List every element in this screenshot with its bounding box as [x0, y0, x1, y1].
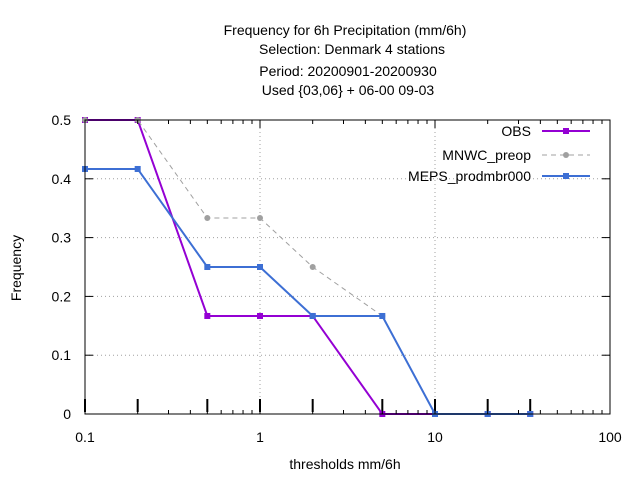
- y-tick-label: 0.5: [52, 112, 72, 128]
- meps-prodmbr000-point: [134, 165, 141, 172]
- y-tick-label: 0.4: [52, 171, 72, 187]
- legend-item-mnwc-preop: MNWC_preop: [442, 147, 590, 163]
- legend-label-mnwc-preop: MNWC_preop: [442, 147, 531, 163]
- x-tick-label: 1: [256, 429, 264, 445]
- legend: OBS MNWC_preop MEPS_prodmbr000: [408, 123, 590, 184]
- threshold-markers: [84, 399, 532, 412]
- meps-prodmbr000-point: [379, 312, 386, 319]
- y-tick-label: 0: [63, 406, 71, 422]
- series-mnwc-preop: [82, 117, 386, 319]
- legend-label-meps-prodmbr000: MEPS_prodmbr000: [408, 168, 531, 184]
- meps-prodmbr000-point: [257, 264, 263, 270]
- meps-prodmbr000-line: [85, 167, 531, 415]
- obs-point: [204, 312, 211, 319]
- legend-item-obs: OBS: [501, 123, 590, 139]
- legend-obs-point: [563, 128, 569, 134]
- y-axis-label: Frequency: [8, 235, 24, 301]
- chart-title: Frequency for 6h Precipitation (mm/6h) S…: [224, 22, 467, 98]
- legend-label-obs: OBS: [501, 123, 531, 139]
- obs-line: [85, 119, 531, 415]
- meps-prodmbr000-point: [204, 264, 211, 270]
- series-meps-prodmbr000: [82, 165, 534, 417]
- title-line-2: Selection: Denmark 4 stations: [259, 41, 445, 57]
- y-tick-label: 0.1: [52, 347, 72, 363]
- x-tick-label: 0.1: [75, 429, 95, 445]
- y-tick-label: 0.2: [52, 288, 72, 304]
- plot-frame: [84, 119, 611, 415]
- mnwc-preop-line: [85, 119, 383, 317]
- legend-meps-prodmbr000-point: [563, 173, 569, 179]
- x-axis-label: thresholds mm/6h: [289, 456, 400, 472]
- y-tick-label: 0.3: [52, 230, 72, 246]
- title-line-4: Used {03,06} + 06-00 09-03: [262, 82, 435, 98]
- title-line-3: Period: 20200901-20200930: [259, 63, 437, 79]
- mnwc-preop-point: [204, 215, 211, 222]
- mnwc-preop-point: [309, 264, 316, 270]
- meps-prodmbr000-point: [309, 312, 316, 319]
- axes: 00.10.20.30.40.50.1 1 10 100: [52, 112, 622, 445]
- grid: [85, 120, 610, 414]
- mnwc-preop-point: [257, 215, 263, 222]
- x-tick-label: 10: [427, 429, 443, 445]
- title-line-1: Frequency for 6h Precipitation (mm/6h): [224, 22, 467, 38]
- obs-point: [257, 312, 263, 319]
- x-tick-label: 100: [598, 429, 622, 445]
- legend-item-meps-prodmbr000: MEPS_prodmbr000: [408, 168, 590, 184]
- legend-mnwc-preop-point: [563, 152, 569, 158]
